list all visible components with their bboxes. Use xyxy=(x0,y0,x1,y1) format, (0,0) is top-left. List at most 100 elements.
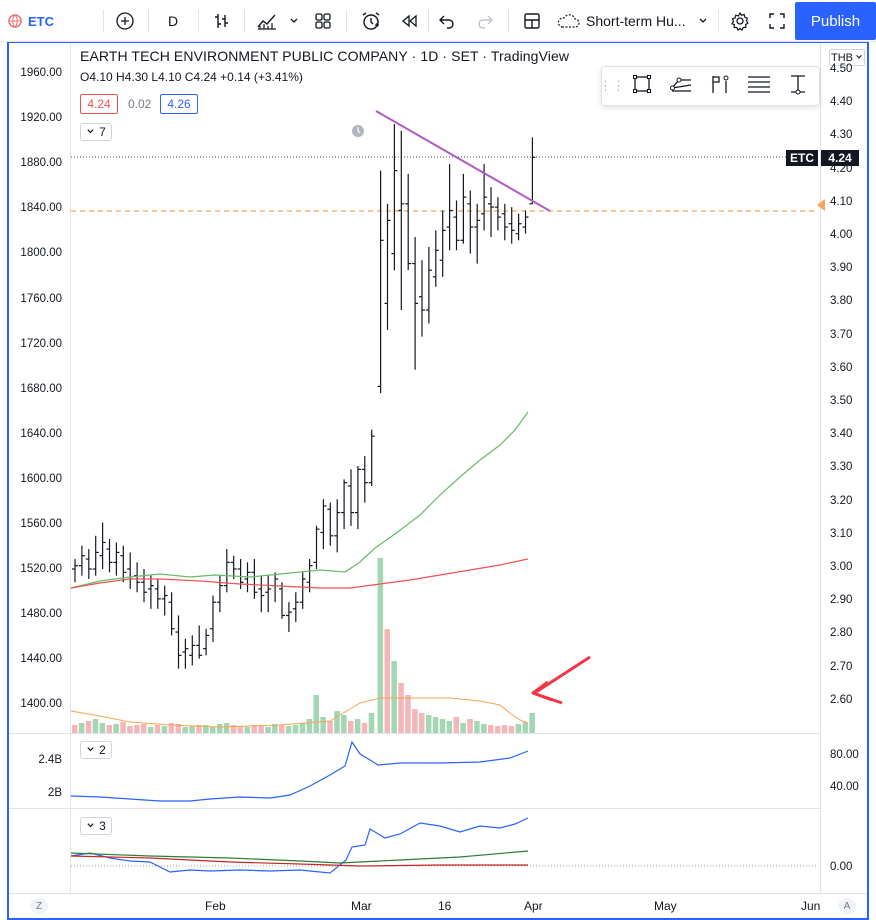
rectangle-tool-button[interactable] xyxy=(622,66,661,106)
grid-icon xyxy=(313,11,333,31)
toolbar-divider xyxy=(718,10,719,32)
volume-bar xyxy=(92,719,99,733)
redo-button[interactable] xyxy=(470,0,500,42)
volume-bar xyxy=(196,725,202,733)
moving-averages xyxy=(70,411,529,589)
settings-button[interactable] xyxy=(725,0,755,42)
pane3-signal-line xyxy=(70,850,529,864)
indicators-icon xyxy=(256,11,278,31)
pane2-series xyxy=(70,740,529,802)
volume-bar xyxy=(147,727,154,733)
ask-button[interactable]: 4.26 xyxy=(160,94,198,114)
price-bars xyxy=(72,124,536,669)
replay-button[interactable] xyxy=(394,0,424,42)
fan-lines-icon xyxy=(669,73,693,100)
volume-bar xyxy=(161,726,168,733)
ohlc-values: O4.10 H4.30 L4.10 C4.24 +0.14 (+3.41%) xyxy=(80,70,303,84)
toolbar-divider xyxy=(103,10,104,32)
flag-tool-button[interactable] xyxy=(700,66,739,106)
axis-label: 1600.00 xyxy=(20,472,62,485)
axis-label: 1400.00 xyxy=(20,698,62,711)
axis-label: 1640.00 xyxy=(20,427,62,440)
pitchfork-tool-button[interactable] xyxy=(661,66,700,106)
last-price-tag: 4.24 xyxy=(821,150,859,166)
layout-icon xyxy=(522,11,542,31)
axis-label: 1440.00 xyxy=(20,653,62,666)
lines-tool-button[interactable] xyxy=(739,66,778,106)
pane-divider xyxy=(9,808,821,809)
volume-ma xyxy=(70,697,529,728)
time-label: Feb xyxy=(205,899,226,913)
volume-bar xyxy=(189,726,195,733)
volume-bar xyxy=(425,715,432,733)
trendline[interactable] xyxy=(375,110,551,212)
high-value: H4.30 xyxy=(116,70,149,84)
pane2-collapse-button[interactable]: 2 xyxy=(80,741,112,759)
bid-button[interactable]: 4.24 xyxy=(80,94,118,114)
arrow-tail xyxy=(532,691,563,705)
alarm-hand xyxy=(357,127,361,134)
indicators-dropdown-button[interactable] xyxy=(284,0,304,42)
undo-button[interactable] xyxy=(432,0,462,42)
axis-label: 1960.00 xyxy=(20,67,62,79)
indicators-button[interactable] xyxy=(252,0,282,42)
studies-collapse-button[interactable]: 7 xyxy=(80,123,112,141)
measure-tool-button[interactable] xyxy=(778,66,817,106)
axis-label: 1680.00 xyxy=(20,382,62,395)
undo-icon xyxy=(438,12,456,30)
timezone-button[interactable]: Z xyxy=(30,898,48,914)
axis-label: 4.30 xyxy=(830,129,853,142)
drag-handle-icon[interactable]: ⋮⋮ xyxy=(599,78,625,93)
pane3-collapse-button[interactable]: 3 xyxy=(80,817,112,835)
volume-bar xyxy=(320,717,326,733)
axis-label: 3.30 xyxy=(830,461,853,474)
studies-count: 7 xyxy=(99,125,106,139)
volume-series xyxy=(72,558,535,733)
chart-style-button[interactable] xyxy=(206,0,238,42)
low-value: L4.10 xyxy=(151,70,182,84)
fullscreen-icon xyxy=(768,12,786,30)
chevron-down-icon xyxy=(698,16,708,26)
volume-bar xyxy=(113,724,119,733)
pane3-count: 3 xyxy=(99,819,106,833)
axis-label: 4.40 xyxy=(830,96,853,109)
publish-button[interactable]: Publish xyxy=(795,2,876,40)
axis-label: 1840.00 xyxy=(20,202,62,215)
toolbar-divider xyxy=(148,10,149,32)
volume-bar xyxy=(251,725,257,733)
arrow-shaft xyxy=(535,655,591,694)
time-axis-divider xyxy=(9,893,867,894)
rewind-icon xyxy=(399,11,419,31)
fullscreen-button[interactable] xyxy=(762,0,792,42)
volume-bar xyxy=(72,725,78,733)
legend-title[interactable]: EARTH TECH ENVIRONMENT PUBLIC COMPANY · … xyxy=(80,48,570,64)
templates-button[interactable] xyxy=(308,0,338,42)
auto-scale-button[interactable]: A xyxy=(838,898,856,914)
volume-bar xyxy=(412,709,418,733)
alert-button[interactable] xyxy=(356,0,386,42)
volume-bar xyxy=(446,721,453,733)
interval-button[interactable]: D xyxy=(167,13,179,29)
plus-circle-icon xyxy=(115,11,135,31)
volume-bar xyxy=(419,713,425,733)
symbol-search-button[interactable]: ETC xyxy=(8,0,70,42)
axis-label: 1520.00 xyxy=(20,563,62,576)
compare-add-button[interactable] xyxy=(110,0,140,42)
volume-bar xyxy=(522,722,528,733)
chevron-down-icon xyxy=(86,125,95,139)
layout-select-button[interactable] xyxy=(516,0,548,42)
layout-name-button[interactable]: Short-term Hu... xyxy=(556,0,716,42)
axis-label: 1560.00 xyxy=(20,518,62,530)
axis-label: 3.10 xyxy=(830,527,853,540)
level-line-marker[interactable] xyxy=(817,199,825,211)
currency-selector[interactable]: THB xyxy=(829,49,865,66)
time-label: Jun xyxy=(801,899,821,913)
cloud-icon xyxy=(556,13,580,29)
annotation-arrow[interactable] xyxy=(531,655,591,705)
alert-marker[interactable] xyxy=(352,125,364,137)
axis-label: 4.50 xyxy=(830,63,853,75)
volume-bar xyxy=(354,719,361,733)
chevron-down-icon xyxy=(289,16,299,26)
symbol-price-tag: ETC xyxy=(786,150,818,166)
